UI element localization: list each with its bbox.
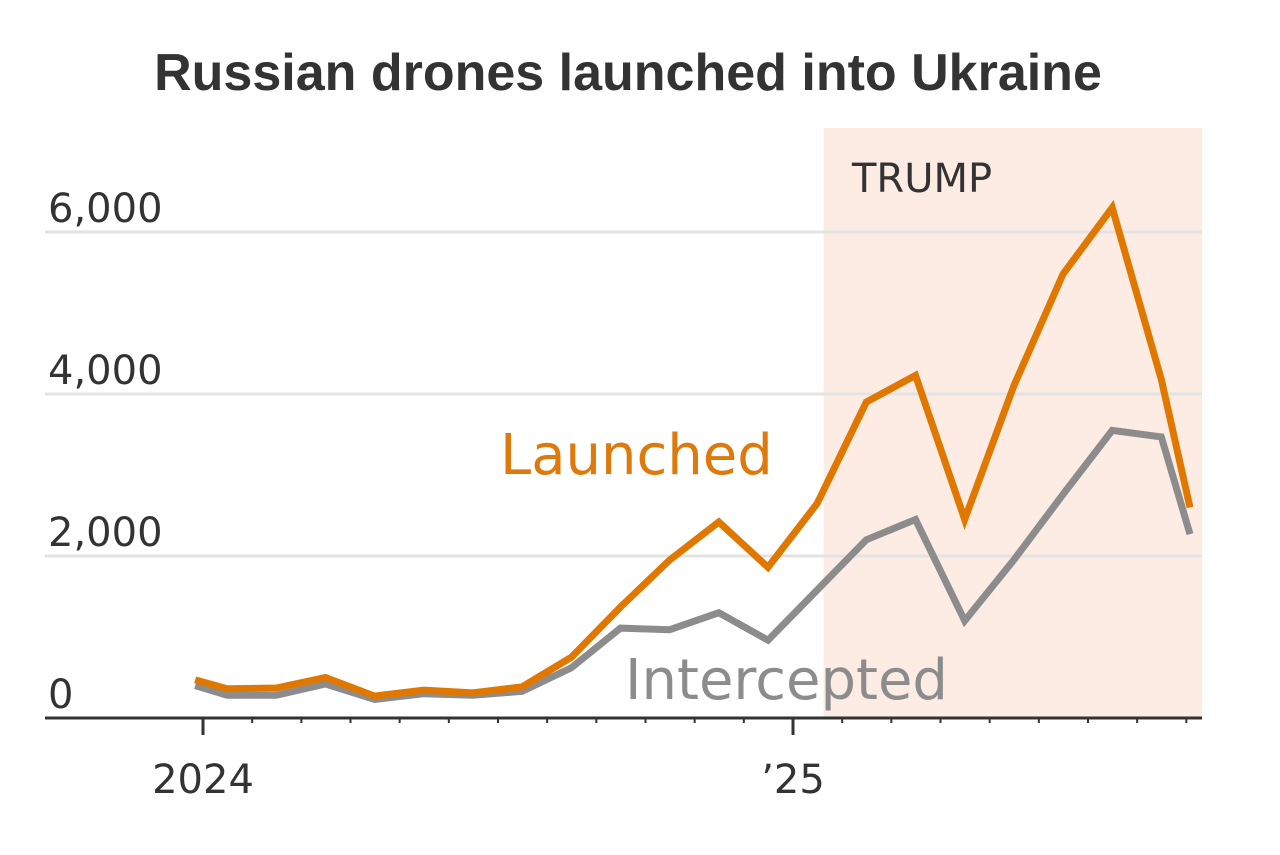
y-tick-label: 4,000 [48, 348, 163, 394]
series-label-launched: Launched [500, 423, 773, 488]
trump-period-shading [823, 128, 1202, 718]
x-tick-label: ’25 [761, 757, 825, 803]
series-label-intercepted: Intercepted [625, 648, 948, 713]
y-tick-label: 6,000 [48, 186, 163, 232]
trump-annotation: TRUMP [851, 156, 992, 202]
chart-title: Russian drones launched into Ukraine [154, 44, 1102, 102]
x-tick-label: 2024 [152, 757, 254, 803]
series-line-intercepted [194, 426, 1194, 703]
y-tick-label: 2,000 [48, 510, 163, 556]
series-line-launched [194, 199, 1194, 700]
y-tick-label: 0 [48, 672, 73, 718]
